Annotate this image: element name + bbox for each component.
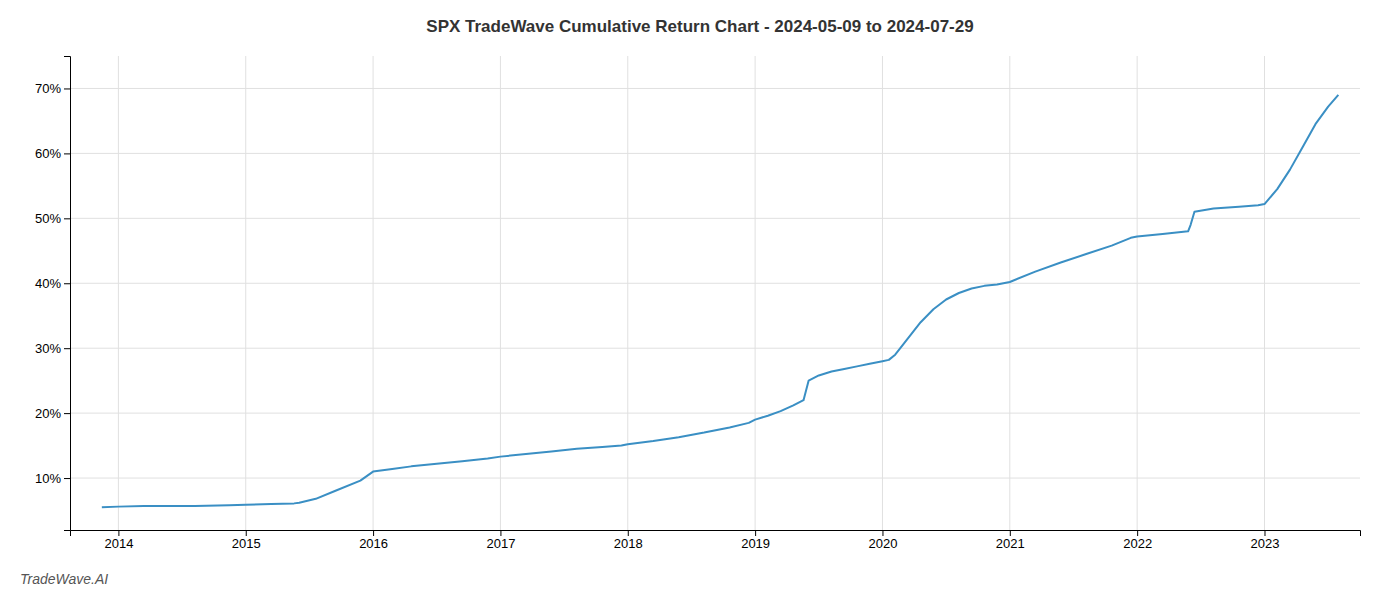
- y-tick-mark: [64, 478, 70, 479]
- x-tick: 2018: [614, 530, 643, 551]
- x-tick-mark: [882, 530, 883, 536]
- grid-line-y: [70, 283, 1360, 284]
- x-tick-label: 2017: [486, 536, 515, 551]
- grid-line-x: [755, 56, 756, 530]
- y-tick-mark: [64, 218, 70, 219]
- x-tick-mark: [246, 530, 247, 536]
- y-tick-label: 60%: [35, 146, 61, 161]
- x-tick: 2022: [1123, 530, 1152, 551]
- x-tick-label: 2019: [741, 536, 770, 551]
- grid-line-y: [70, 153, 1360, 154]
- x-tick-label: 2016: [359, 536, 388, 551]
- y-tick: 20%: [35, 406, 70, 421]
- y-tick-mark: [64, 88, 70, 89]
- y-tick: 70%: [35, 81, 70, 96]
- grid-line-y: [70, 478, 1360, 479]
- x-tick: 2015: [232, 530, 261, 551]
- plot-area: [102, 95, 1339, 507]
- y-tick-mark: [64, 348, 70, 349]
- y-axis-line: [64, 57, 71, 531]
- grid-line-x: [373, 56, 374, 530]
- y-tick: 40%: [35, 276, 70, 291]
- chart-svg: 2014 2015 2016 2017 2018 2019 2020 2021 2022 2023…: [0, 0, 1400, 600]
- x-axis-line: [71, 531, 1361, 537]
- grid-line-y: [70, 88, 1360, 89]
- grid-line-x: [627, 56, 628, 530]
- y-tick: 10%: [35, 471, 70, 486]
- y-tick-mark: [64, 283, 70, 284]
- y-axis: 10% 20% 30% 40% 50% 60% 70%: [35, 57, 71, 531]
- x-tick-label: 2023: [1251, 536, 1280, 551]
- grid-line-x: [882, 56, 883, 530]
- grid-line-x: [500, 56, 501, 530]
- grid: [70, 56, 1360, 530]
- y-tick-label: 70%: [35, 81, 61, 96]
- grid-line-x: [1009, 56, 1010, 530]
- x-tick: 2017: [486, 530, 515, 551]
- x-tick-mark: [1010, 530, 1011, 536]
- y-tick-mark: [64, 153, 70, 154]
- y-tick-label: 20%: [35, 406, 61, 421]
- watermark: TradeWave.AI: [20, 571, 108, 587]
- y-tick-mark: [64, 413, 70, 414]
- x-tick-mark: [118, 530, 119, 536]
- chart-title: SPX TradeWave Cumulative Return Chart - …: [426, 17, 973, 36]
- x-tick: 2021: [996, 530, 1025, 551]
- x-tick-mark: [373, 530, 374, 536]
- y-tick: 60%: [35, 146, 70, 161]
- x-tick-mark: [500, 530, 501, 536]
- x-tick-mark: [1137, 530, 1138, 536]
- y-tick: 50%: [35, 211, 70, 226]
- grid-line-x: [245, 56, 246, 530]
- x-tick-label: 2018: [614, 536, 643, 551]
- x-tick-label: 2022: [1123, 536, 1152, 551]
- y-tick-label: 40%: [35, 276, 61, 291]
- plot-root: 2014 2015 2016 2017 2018 2019 2020 2021 2022 2023…: [35, 56, 1361, 551]
- grid-line-x: [1137, 56, 1138, 530]
- grid-line-y: [70, 413, 1360, 414]
- x-tick-label: 2015: [232, 536, 261, 551]
- x-tick: 2023: [1251, 530, 1280, 551]
- x-tick-mark: [755, 530, 756, 536]
- x-tick: 2020: [868, 530, 897, 551]
- x-axis: 2014 2015 2016 2017 2018 2019 2020 2021 2022 2023: [71, 530, 1361, 551]
- grid-line-x: [118, 56, 119, 530]
- x-tick: 2014: [104, 530, 133, 551]
- y-tick-label: 50%: [35, 211, 61, 226]
- x-tick-label: 2021: [996, 536, 1025, 551]
- x-tick-mark: [628, 530, 629, 536]
- x-tick: 2019: [741, 530, 770, 551]
- y-tick: 30%: [35, 341, 70, 356]
- y-tick-label: 30%: [35, 341, 61, 356]
- grid-line-y: [70, 218, 1360, 219]
- data-line: [102, 95, 1339, 507]
- x-tick: 2016: [359, 530, 388, 551]
- y-tick-label: 10%: [35, 471, 61, 486]
- grid-line-x: [1264, 56, 1265, 530]
- x-tick-label: 2014: [104, 536, 133, 551]
- x-tick-mark: [1264, 530, 1265, 536]
- grid-line-y: [70, 348, 1360, 349]
- x-tick-label: 2020: [868, 536, 897, 551]
